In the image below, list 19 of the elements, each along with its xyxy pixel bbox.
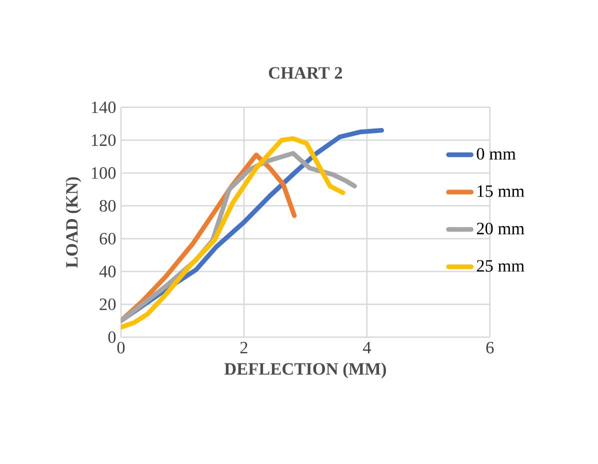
legend-label: 25 mm [476,260,524,272]
y-tick-label: 20 [100,298,116,310]
y-tick-label: 100 [92,167,116,179]
y-tick-label: 60 [100,232,116,244]
y-tick-label: 120 [92,134,116,146]
legend-label: 0 mm [476,148,516,160]
x-tick-label: 2 [240,342,248,354]
x-tick-label: 4 [362,342,371,354]
y-axis-title: LOAD (KN) [66,177,82,268]
chart-title: CHART 2 [268,67,342,79]
y-tick-label: 0 [108,331,116,343]
y-tick-label: 140 [92,101,116,114]
x-tick-label: 6 [486,342,494,354]
legend-label: 20 mm [476,222,524,234]
y-tick-label: 40 [99,266,116,278]
legend-label: 15 mm [478,185,524,197]
x-tick-label: 0 [117,342,125,354]
y-tick-label: 80 [100,200,116,212]
x-axis-title: DEFLECTION (MM) [224,362,386,378]
